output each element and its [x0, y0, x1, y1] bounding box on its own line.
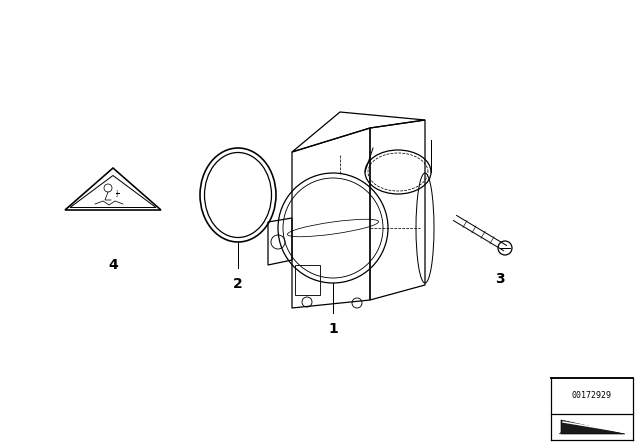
Text: 2: 2	[233, 277, 243, 291]
Text: $\frac{1}{2}$: $\frac{1}{2}$	[115, 188, 119, 200]
Text: 1: 1	[328, 322, 338, 336]
Text: 4: 4	[108, 258, 118, 272]
Polygon shape	[559, 426, 569, 434]
Text: 3: 3	[495, 272, 505, 286]
Polygon shape	[561, 420, 625, 434]
Text: 00172929: 00172929	[572, 392, 612, 401]
